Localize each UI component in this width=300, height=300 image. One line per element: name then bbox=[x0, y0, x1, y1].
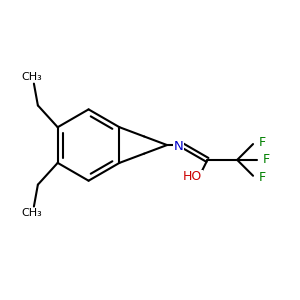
Text: F: F bbox=[262, 153, 269, 167]
Text: CH₃: CH₃ bbox=[22, 208, 42, 218]
Text: F: F bbox=[258, 136, 266, 148]
Text: HO: HO bbox=[183, 170, 202, 183]
Text: CH₃: CH₃ bbox=[22, 72, 42, 82]
Text: F: F bbox=[258, 171, 266, 184]
Text: N: N bbox=[174, 140, 184, 152]
